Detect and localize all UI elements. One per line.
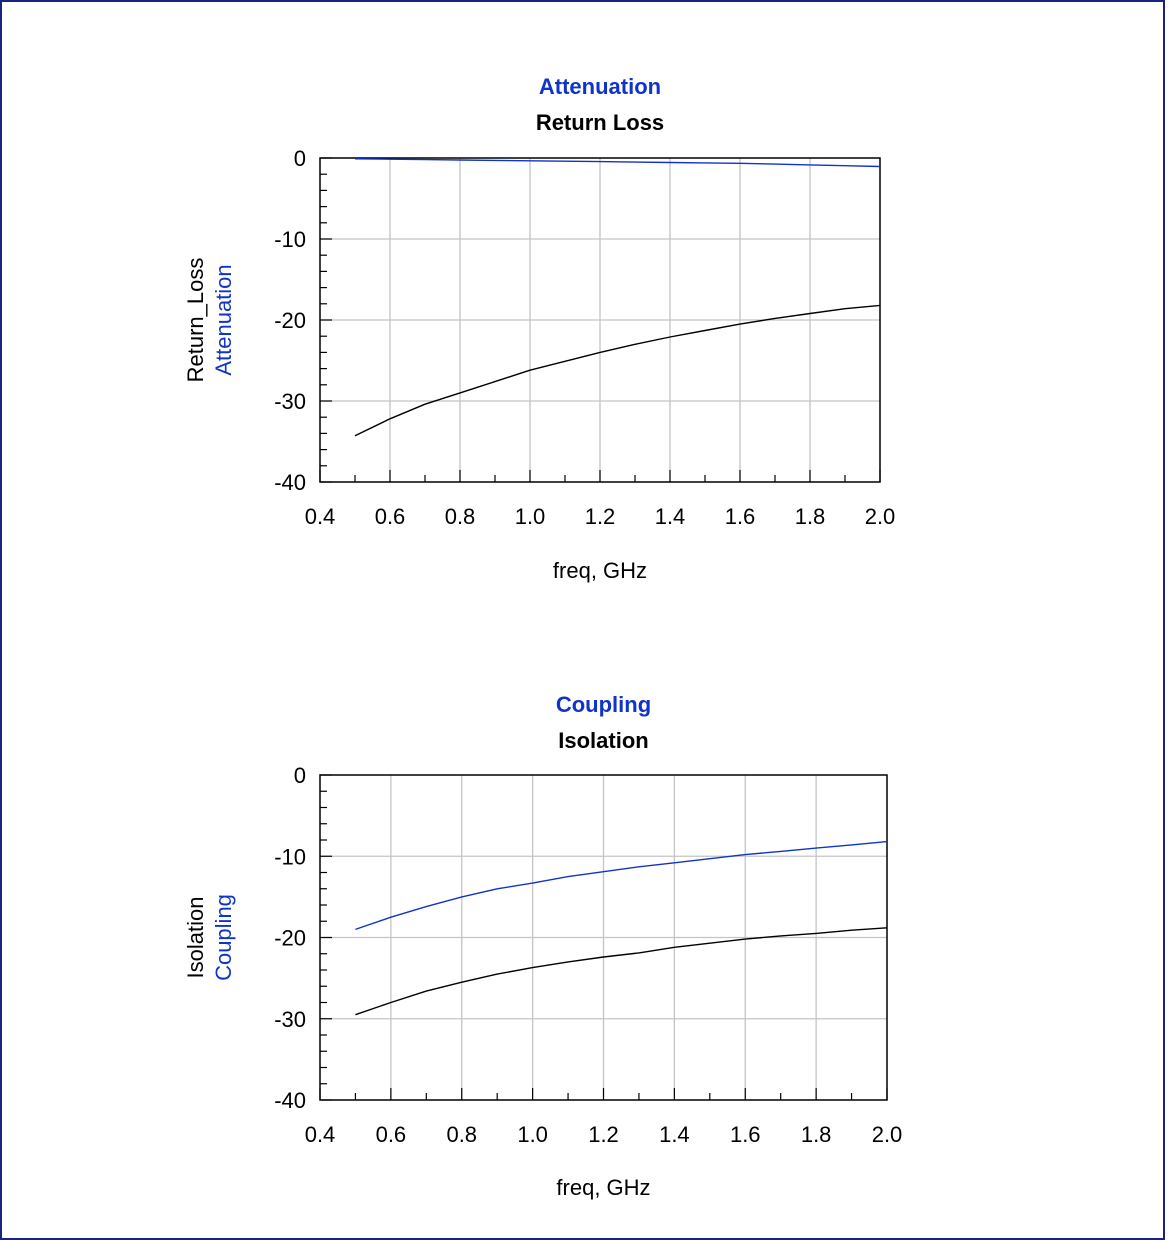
series-line-attenuation (354, 158, 881, 168)
chart-1: Attenuation Return Loss 0.4 0.6 0.8 1.0 1.2 1.4… (183, 74, 895, 583)
series-line-isolation (355, 927, 888, 1016)
chart-title-line: Coupling (556, 692, 651, 717)
series-line-coupling (355, 840, 888, 931)
x-tick-label: 1.0 (517, 1122, 548, 1147)
y-tick-label: 0 (294, 146, 306, 171)
x-tick-label: 0.4 (305, 1122, 336, 1147)
y-tick-label: -40 (274, 1088, 306, 1113)
y-axis-label-line: Attenuation (211, 264, 236, 375)
x-tick-label: 1.8 (801, 1122, 832, 1147)
y-tick-label: -30 (274, 1007, 306, 1032)
x-tick-label: 1.2 (585, 504, 616, 529)
x-tick-label: 2.0 (872, 1122, 903, 1147)
x-tick-label: 1.0 (515, 504, 546, 529)
x-tick-label: 1.6 (725, 504, 756, 529)
y-tick-label: 0 (294, 763, 306, 788)
x-tick-label: 2.0 (865, 504, 896, 529)
x-tick-label: 0.8 (446, 1122, 477, 1147)
x-tick-label: 1.8 (795, 504, 826, 529)
y-tick-label: -20 (274, 926, 306, 951)
chart-title-line: Attenuation (539, 74, 661, 99)
series-line-return-loss (354, 304, 881, 437)
x-tick-label: 0.8 (445, 504, 476, 529)
y-tick-label: -10 (274, 227, 306, 252)
y-tick-label: -10 (274, 844, 306, 869)
chart-title-line: Return Loss (536, 110, 664, 135)
y-axis-label-line: Return_Loss (183, 258, 208, 383)
x-tick-label: 1.2 (588, 1122, 619, 1147)
x-tick-label: 0.6 (375, 504, 406, 529)
y-tick-label: -20 (274, 308, 306, 333)
x-tick-label: 0.4 (305, 504, 336, 529)
x-axis-label: freq, GHz (556, 1175, 650, 1200)
x-tick-label: 1.4 (659, 1122, 690, 1147)
x-tick-label: 1.6 (730, 1122, 761, 1147)
y-tick-label: -40 (274, 470, 306, 495)
y-axis-label-line: Coupling (211, 894, 236, 981)
chart-title-line: Isolation (558, 728, 648, 753)
x-tick-label: 0.6 (376, 1122, 407, 1147)
x-axis-label: freq, GHz (553, 558, 647, 583)
y-tick-label: -30 (274, 389, 306, 414)
y-axis-label-line: Isolation (183, 897, 208, 979)
x-tick-label: 1.4 (655, 504, 686, 529)
